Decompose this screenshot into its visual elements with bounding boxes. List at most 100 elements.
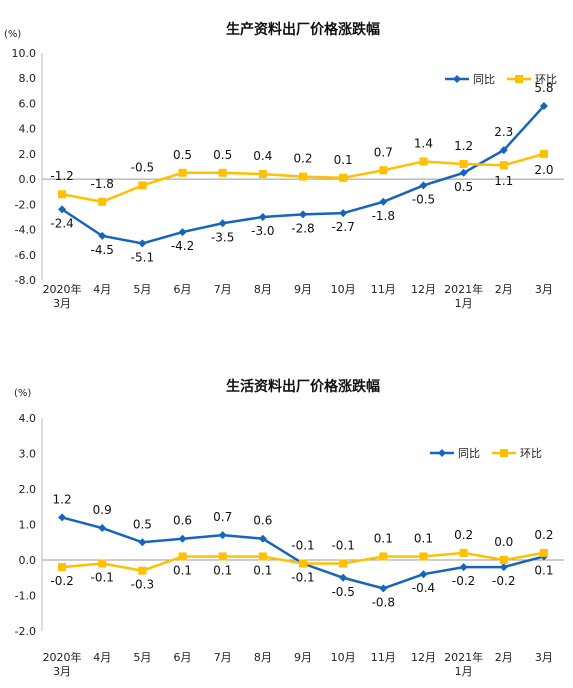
y-tick-label: 4.0	[19, 123, 37, 136]
data-label-yoy: -1.8	[372, 209, 395, 223]
point-mom	[178, 168, 187, 177]
data-label-mom: -0.3	[131, 578, 154, 592]
data-label-yoy: 0.1	[534, 563, 553, 577]
point-mom	[178, 552, 187, 561]
data-label-mom: 0.1	[414, 531, 433, 545]
x-tick-label: 10月	[331, 651, 356, 664]
data-label-mom: 1.1	[494, 174, 513, 188]
point-mom	[539, 149, 548, 158]
x-tick-label: 9月	[294, 651, 312, 664]
data-label-yoy: -2.4	[50, 216, 73, 230]
point-yoy	[419, 570, 428, 579]
y-tick-label: 10.0	[12, 47, 37, 60]
x-tick-label: 6月	[174, 651, 192, 664]
data-label-yoy: 0.7	[213, 510, 232, 524]
x-tick-label: 5月	[133, 283, 151, 296]
point-yoy	[379, 197, 388, 206]
data-label-mom: 0.5	[213, 148, 232, 162]
data-label-mom: 0.5	[173, 148, 192, 162]
point-mom	[339, 559, 348, 568]
data-label-mom: 2.0	[534, 163, 553, 177]
chart-2: 生活资料出厂价格涨跌幅 (%) 4.0 3.0 2.0 1.0 0.0 -1.0 -2.0 202…	[14, 378, 564, 678]
data-label-yoy: -5.1	[131, 250, 154, 264]
x-tick-label: 9月	[294, 283, 312, 296]
data-label-mom: -1.8	[91, 177, 114, 191]
point-mom	[138, 566, 147, 575]
point-mom	[218, 552, 227, 561]
x-tick-label: 4月	[93, 283, 111, 296]
x-tick-label: 4月	[93, 651, 111, 664]
x-tick-label: 6月	[174, 283, 192, 296]
point-yoy	[339, 573, 348, 582]
y-tick-label: 0.0	[19, 173, 37, 186]
point-yoy	[218, 219, 227, 228]
data-label-mom: -1.2	[50, 169, 73, 183]
point-mom	[58, 190, 67, 199]
point-mom	[299, 559, 307, 568]
x-tick-label: 2020年 3月	[43, 650, 82, 678]
x-tick-label: 2月	[495, 283, 513, 296]
y-tick-label: -8.0	[15, 274, 36, 287]
x-tick-label: 8月	[254, 651, 272, 664]
point-yoy	[299, 210, 307, 219]
data-label-mom: 0.0	[494, 535, 513, 549]
point-yoy	[138, 538, 147, 547]
y-tick-label: -6.0	[15, 249, 36, 262]
x-tick-label: 2020年 3月	[43, 282, 82, 310]
y-unit-label: (%)	[14, 388, 31, 399]
point-yoy	[58, 513, 67, 522]
legend-label-yoy: 同比	[473, 73, 495, 86]
data-label-yoy: -0.1	[291, 539, 314, 553]
x-tick-label: 3月	[535, 283, 553, 296]
point-yoy	[539, 101, 548, 110]
x-tick-label: 2月	[495, 651, 513, 664]
point-mom	[339, 173, 348, 182]
y-tick-label: 3.0	[19, 448, 37, 461]
data-label-yoy: -2.8	[291, 221, 314, 235]
x-tick-label: 5月	[133, 651, 151, 664]
x-tick-label: 12月	[411, 283, 436, 296]
x-tick-label: 8月	[254, 283, 272, 296]
point-mom	[98, 197, 107, 206]
point-yoy	[339, 209, 348, 218]
data-label-mom: -0.2	[50, 574, 73, 588]
y-tick-label: 1.0	[19, 519, 37, 532]
point-mom	[419, 157, 428, 166]
legend-marker-yoy	[453, 75, 461, 83]
x-tick-label: 3月	[535, 651, 553, 664]
data-label-yoy: 0.6	[253, 514, 272, 528]
data-label-yoy: 0.6	[173, 514, 192, 528]
y-tick-label: 0.0	[19, 554, 37, 567]
point-yoy	[138, 239, 147, 248]
data-label-mom: 1.4	[414, 136, 433, 150]
data-label-mom: -0.1	[331, 539, 354, 553]
point-mom	[379, 166, 388, 175]
data-label-mom: -0.1	[291, 571, 314, 585]
legend-marker-yoy	[438, 449, 446, 457]
x-tick-label: 2021年 1月	[444, 650, 483, 678]
x-tick-label: 11月	[371, 651, 396, 664]
point-mom	[218, 168, 227, 177]
data-label-yoy: -0.4	[412, 581, 435, 595]
y-tick-label: 8.0	[19, 72, 37, 85]
data-label-yoy: -0.5	[412, 192, 435, 206]
y-tick-label: -2.0	[15, 198, 36, 211]
legend-label-mom: 环比	[535, 73, 557, 86]
point-mom	[258, 170, 267, 179]
point-yoy	[499, 146, 508, 155]
y-tick-label: 4.0	[19, 412, 37, 425]
x-tick-label: 2021年 1月	[444, 282, 483, 310]
chart-title: 生产资料出厂价格涨跌幅	[226, 21, 380, 38]
data-label-yoy: -4.5	[91, 243, 114, 257]
point-mom	[459, 548, 468, 557]
data-label-mom: 0.1	[213, 563, 232, 577]
data-label-yoy: -0.8	[372, 595, 395, 609]
legend-label-yoy: 同比	[458, 447, 480, 460]
point-yoy	[98, 231, 107, 240]
data-label-mom: 0.2	[534, 528, 553, 542]
point-yoy	[459, 563, 468, 572]
point-yoy	[218, 531, 227, 540]
point-yoy	[98, 524, 107, 533]
